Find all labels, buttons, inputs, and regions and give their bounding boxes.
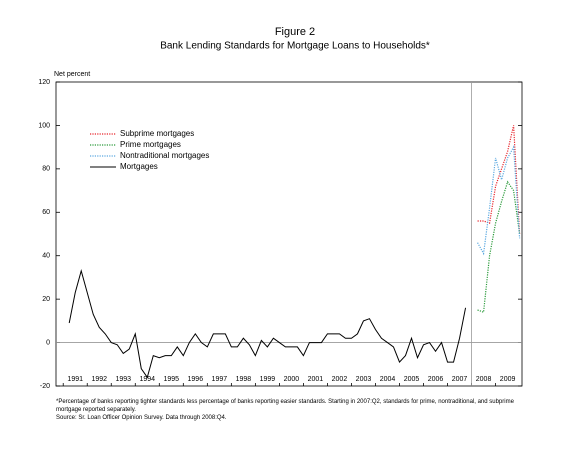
legend-label: Mortgages (120, 162, 158, 171)
notes: *Percentage of banks reporting tighter s… (56, 398, 526, 422)
y-tick-label: 80 (42, 166, 50, 173)
x-tick-label: 2003 (356, 376, 372, 383)
x-tick-label: 2002 (332, 376, 348, 383)
chart-subtitle: Bank Lending Standards for Mortgage Loan… (160, 41, 430, 52)
series-line (68, 269, 467, 379)
x-tick-label: 1991 (67, 376, 83, 383)
x-tick-label: 2001 (308, 376, 324, 383)
legend-label: Subprime mortgages (120, 129, 194, 138)
y-tick-label: -20 (40, 383, 50, 390)
legend-label: Prime mortgages (120, 140, 181, 149)
x-tick-label: 1994 (139, 376, 155, 383)
y-tick-label: 120 (38, 79, 50, 86)
x-tick-label: 1998 (236, 376, 252, 383)
y-tick-label: 60 (42, 209, 50, 216)
x-tick-label: 1993 (115, 376, 131, 383)
chart-title: Figure 2 (275, 26, 315, 38)
x-tick-label: 2000 (284, 376, 300, 383)
x-tick-label: 1996 (188, 376, 204, 383)
x-tick-label: 1999 (260, 376, 276, 383)
x-tick-label: 2007 (452, 376, 468, 383)
x-tick-label: 1992 (91, 376, 107, 383)
series-line (477, 180, 521, 313)
y-tick-label: 20 (42, 296, 50, 303)
series-line (477, 125, 521, 235)
y-tick-label: 40 (42, 253, 50, 260)
y-axis-label: Net percent (54, 71, 90, 78)
x-tick-label: 2004 (380, 376, 396, 383)
x-tick-label: 2009 (500, 376, 516, 383)
source: Source: Sr. Loan Officer Opinion Survey.… (56, 415, 227, 421)
series-line (477, 145, 521, 256)
legend-label: Nontraditional mortgages (120, 151, 209, 160)
x-tick-label: 2006 (428, 376, 444, 383)
plot-frame (55, 81, 523, 387)
x-tick-label: 2005 (404, 376, 420, 383)
y-tick-label: 0 (46, 339, 50, 346)
x-tick-label: 1997 (212, 376, 228, 383)
x-tick-label: 1995 (164, 376, 180, 383)
x-tick-label: 2008 (476, 376, 492, 383)
footnote: *Percentage of banks reporting tighter s… (56, 399, 514, 413)
y-tick-label: 100 (38, 122, 50, 129)
